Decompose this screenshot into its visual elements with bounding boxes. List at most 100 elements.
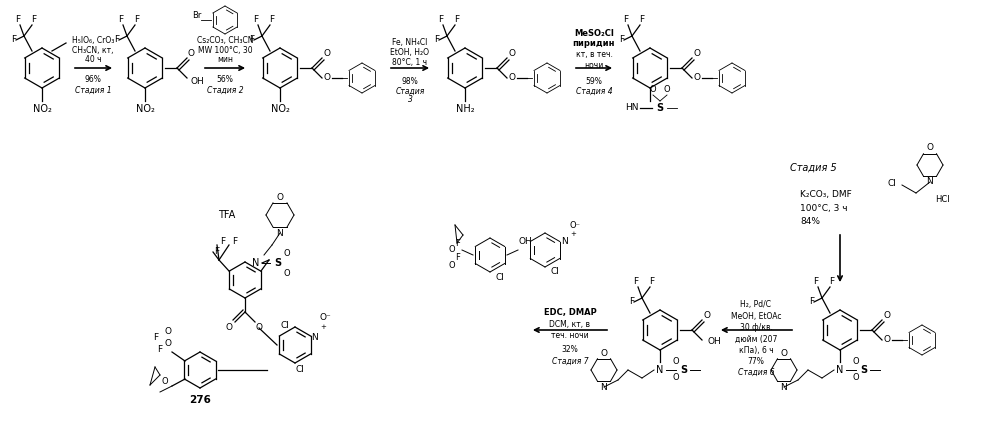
Text: F: F	[158, 345, 163, 354]
Text: S: S	[274, 258, 281, 268]
Text: Fe, NH₄Cl: Fe, NH₄Cl	[392, 39, 428, 48]
Text: EtOH, H₂O: EtOH, H₂O	[390, 48, 429, 57]
Text: O: O	[323, 73, 330, 82]
Text: O: O	[673, 357, 680, 366]
Text: 56%: 56%	[217, 76, 234, 85]
Text: 98%: 98%	[401, 76, 418, 85]
Text: S: S	[681, 365, 688, 375]
Text: Стадия 1: Стадия 1	[75, 85, 112, 94]
Text: Cl: Cl	[551, 268, 560, 277]
Text: O: O	[255, 323, 262, 332]
Text: Стадия 2: Стадия 2	[207, 85, 244, 94]
Text: O: O	[509, 49, 516, 58]
Text: MW 100°C, 30: MW 100°C, 30	[198, 46, 252, 55]
Text: ночи: ночи	[585, 60, 604, 69]
Text: NH₂: NH₂	[456, 104, 474, 114]
Text: Стадия: Стадия	[395, 87, 425, 96]
Text: O: O	[188, 49, 195, 58]
Text: O: O	[780, 348, 787, 357]
Text: F: F	[640, 15, 645, 24]
Text: O: O	[165, 327, 172, 336]
Text: O: O	[226, 323, 233, 332]
Text: F: F	[233, 238, 238, 247]
Text: O: O	[852, 357, 859, 366]
Text: O: O	[883, 335, 890, 344]
Text: F: F	[624, 15, 629, 24]
Text: O: O	[449, 260, 455, 269]
Text: F: F	[634, 278, 639, 287]
Text: NO₂: NO₂	[136, 104, 155, 114]
Text: K₂CO₃, DMF: K₂CO₃, DMF	[800, 190, 851, 199]
Text: N: N	[562, 238, 569, 247]
Text: Br: Br	[193, 10, 202, 19]
Text: теч. ночи: теч. ночи	[551, 332, 589, 341]
Text: N: N	[657, 365, 664, 375]
Text: O: O	[509, 73, 516, 82]
Text: HN: HN	[626, 103, 639, 112]
Text: O: O	[276, 193, 283, 202]
Text: O: O	[852, 374, 859, 383]
Text: OH: OH	[191, 78, 205, 87]
Text: F: F	[221, 238, 226, 247]
Text: F: F	[250, 36, 254, 45]
Text: 59%: 59%	[586, 76, 603, 85]
Text: N: N	[276, 229, 283, 238]
Text: F: F	[32, 15, 37, 24]
Text: N: N	[311, 332, 318, 341]
Text: N: N	[780, 383, 787, 392]
Text: F: F	[454, 15, 459, 24]
Text: HCl: HCl	[935, 194, 950, 203]
Text: H₂, Pd/C: H₂, Pd/C	[741, 300, 771, 309]
Text: 84%: 84%	[800, 217, 820, 226]
Text: O: O	[673, 374, 680, 383]
Text: TFA: TFA	[219, 210, 236, 220]
Text: O⁻: O⁻	[570, 221, 581, 230]
Text: F: F	[630, 297, 635, 306]
Text: Стадия 7: Стадия 7	[552, 356, 588, 366]
Text: F: F	[438, 15, 443, 24]
Text: дюйм (207: дюйм (207	[735, 335, 777, 344]
Text: F: F	[829, 278, 834, 287]
Text: кПа), 6 ч: кПа), 6 ч	[739, 345, 773, 354]
Text: N: N	[926, 178, 933, 187]
Text: F: F	[15, 15, 21, 24]
Text: O: O	[664, 85, 671, 94]
Text: 40 ч: 40 ч	[85, 54, 102, 63]
Text: Cs₂CO₃, CH₃CN: Cs₂CO₃, CH₃CN	[197, 36, 253, 45]
Text: O⁻: O⁻	[319, 312, 331, 321]
Text: S: S	[657, 103, 664, 113]
Text: EDC, DMAP: EDC, DMAP	[544, 308, 597, 317]
Text: Cl: Cl	[295, 365, 304, 374]
Text: O: O	[926, 143, 933, 152]
Text: H₅IO₆, CrO₃: H₅IO₆, CrO₃	[72, 36, 114, 45]
Text: O: O	[601, 348, 608, 357]
Text: O: O	[323, 49, 330, 58]
Text: F: F	[119, 15, 124, 24]
Text: 32%: 32%	[562, 344, 579, 353]
Text: O: O	[704, 311, 711, 320]
Text: F: F	[253, 15, 258, 24]
Text: F: F	[813, 278, 818, 287]
Text: Стадия 6: Стадия 6	[738, 368, 774, 377]
Text: O: O	[449, 245, 455, 254]
Text: Стадия 5: Стадия 5	[790, 163, 836, 173]
Text: N: N	[836, 365, 843, 375]
Text: F: F	[455, 239, 460, 248]
Text: кт, в теч.: кт, в теч.	[576, 51, 613, 60]
Text: F: F	[215, 248, 220, 257]
Text: 276: 276	[189, 395, 211, 405]
Text: 80°C, 1 ч: 80°C, 1 ч	[392, 58, 427, 67]
Text: 3: 3	[407, 96, 412, 105]
Text: OH: OH	[708, 338, 722, 347]
Text: MeSO₂Cl: MeSO₂Cl	[574, 28, 614, 37]
Text: MeOH, EtOAc: MeOH, EtOAc	[731, 311, 781, 320]
Text: F: F	[455, 254, 460, 263]
Text: 30 ф/кв.: 30 ф/кв.	[740, 323, 772, 332]
Text: F: F	[135, 15, 140, 24]
Text: O: O	[883, 311, 890, 320]
Text: O: O	[162, 378, 169, 387]
Text: F: F	[809, 297, 814, 306]
Text: F: F	[115, 36, 120, 45]
Text: 96%: 96%	[85, 76, 102, 85]
Text: N: N	[601, 383, 608, 392]
